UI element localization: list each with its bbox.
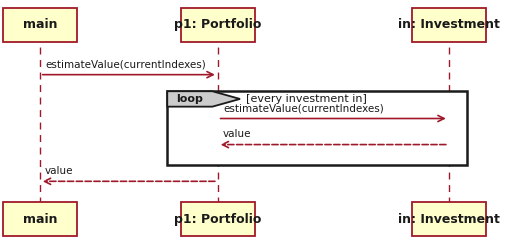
Text: estimateValue(currentIndexes): estimateValue(currentIndexes) (45, 59, 206, 69)
Polygon shape (167, 91, 240, 107)
Text: value: value (45, 166, 74, 176)
Text: main: main (23, 213, 57, 226)
Text: p1: Portfolio: p1: Portfolio (174, 18, 261, 31)
FancyBboxPatch shape (181, 202, 255, 237)
Text: p1: Portfolio: p1: Portfolio (174, 213, 261, 226)
FancyBboxPatch shape (3, 202, 77, 237)
FancyBboxPatch shape (3, 8, 77, 42)
Text: estimateValue(currentIndexes): estimateValue(currentIndexes) (223, 103, 384, 113)
Text: [every investment in]: [every investment in] (246, 94, 367, 104)
FancyBboxPatch shape (412, 8, 486, 42)
FancyBboxPatch shape (412, 202, 486, 237)
Bar (167, 91, 467, 165)
Text: in: Investment: in: Investment (398, 213, 500, 226)
Text: in: Investment: in: Investment (398, 18, 500, 31)
Text: value: value (223, 129, 252, 139)
FancyBboxPatch shape (181, 8, 255, 42)
Text: loop: loop (176, 94, 203, 104)
Text: main: main (23, 18, 57, 31)
